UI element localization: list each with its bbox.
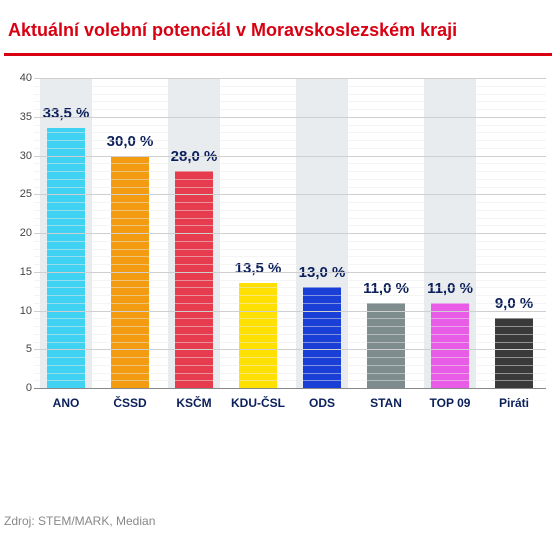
- gridline-minor: [34, 334, 546, 335]
- gridline-minor: [34, 256, 546, 257]
- gridline-minor: [34, 287, 546, 288]
- bar-category-label: ANO: [34, 396, 98, 410]
- bar: [495, 318, 532, 388]
- gridline-minor: [34, 326, 546, 327]
- y-tick-label: 25: [6, 188, 32, 200]
- x-axis: [34, 388, 546, 389]
- gridline-minor: [34, 148, 546, 149]
- bar-category-label: KSČM: [162, 396, 226, 410]
- gridline: [34, 156, 546, 157]
- gridline-minor: [34, 280, 546, 281]
- gridline-minor: [34, 171, 546, 172]
- gridline-minor: [34, 249, 546, 250]
- y-tick-label: 10: [6, 305, 32, 317]
- gridline-minor: [34, 225, 546, 226]
- gridline-minor: [34, 241, 546, 242]
- bar: [367, 303, 404, 388]
- gridline-minor: [34, 132, 546, 133]
- title-rule: [4, 53, 552, 56]
- gridline: [34, 117, 546, 118]
- bar-category-label: Piráti: [482, 396, 546, 410]
- gridline-minor: [34, 318, 546, 319]
- y-tick-label: 30: [6, 150, 32, 162]
- gridline-minor: [34, 94, 546, 95]
- bar: [431, 303, 468, 388]
- gridline-minor: [34, 140, 546, 141]
- bar-category-label: ČSSD: [98, 396, 162, 410]
- gridline-minor: [34, 86, 546, 87]
- bar-category-label: TOP 09: [418, 396, 482, 410]
- gridline-minor: [34, 365, 546, 366]
- gridline-minor: [34, 342, 546, 343]
- source-text: Zdroj: STEM/MARK, Median: [4, 514, 155, 528]
- gridline-minor: [34, 163, 546, 164]
- gridline-minor: [34, 373, 546, 374]
- gridline-minor: [34, 109, 546, 110]
- chart-area: 33,5 %30,0 %28,0 %13,5 %13,0 %11,0 %11,0…: [6, 68, 550, 418]
- gridline: [34, 194, 546, 195]
- gridline: [34, 311, 546, 312]
- gridline-minor: [34, 303, 546, 304]
- gridline-minor: [34, 380, 546, 381]
- gridline-minor: [34, 101, 546, 102]
- gridline-minor: [34, 179, 546, 180]
- y-tick-label: 15: [6, 266, 32, 278]
- gridline: [34, 349, 546, 350]
- gridline-minor: [34, 357, 546, 358]
- bar-category-label: ODS: [290, 396, 354, 410]
- gridline-minor: [34, 264, 546, 265]
- gridline-minor: [34, 202, 546, 203]
- bar-category-label: KDU-ČSL: [226, 396, 290, 410]
- chart-title: Aktuální volební potenciál v Moravskosle…: [0, 0, 556, 53]
- gridline: [34, 78, 546, 79]
- gridline-minor: [34, 295, 546, 296]
- y-tick-label: 0: [6, 382, 32, 394]
- gridline-minor: [34, 125, 546, 126]
- bar-category-label: STAN: [354, 396, 418, 410]
- bar-value-label: 13,5 %: [226, 260, 290, 277]
- y-tick-label: 5: [6, 343, 32, 355]
- gridline-minor: [34, 210, 546, 211]
- y-tick-label: 40: [6, 72, 32, 84]
- gridline-minor: [34, 187, 546, 188]
- gridline: [34, 233, 546, 234]
- y-tick-label: 35: [6, 111, 32, 123]
- y-tick-label: 20: [6, 227, 32, 239]
- gridline-minor: [34, 218, 546, 219]
- bar-value-label: 33,5 %: [34, 105, 98, 122]
- gridline: [34, 272, 546, 273]
